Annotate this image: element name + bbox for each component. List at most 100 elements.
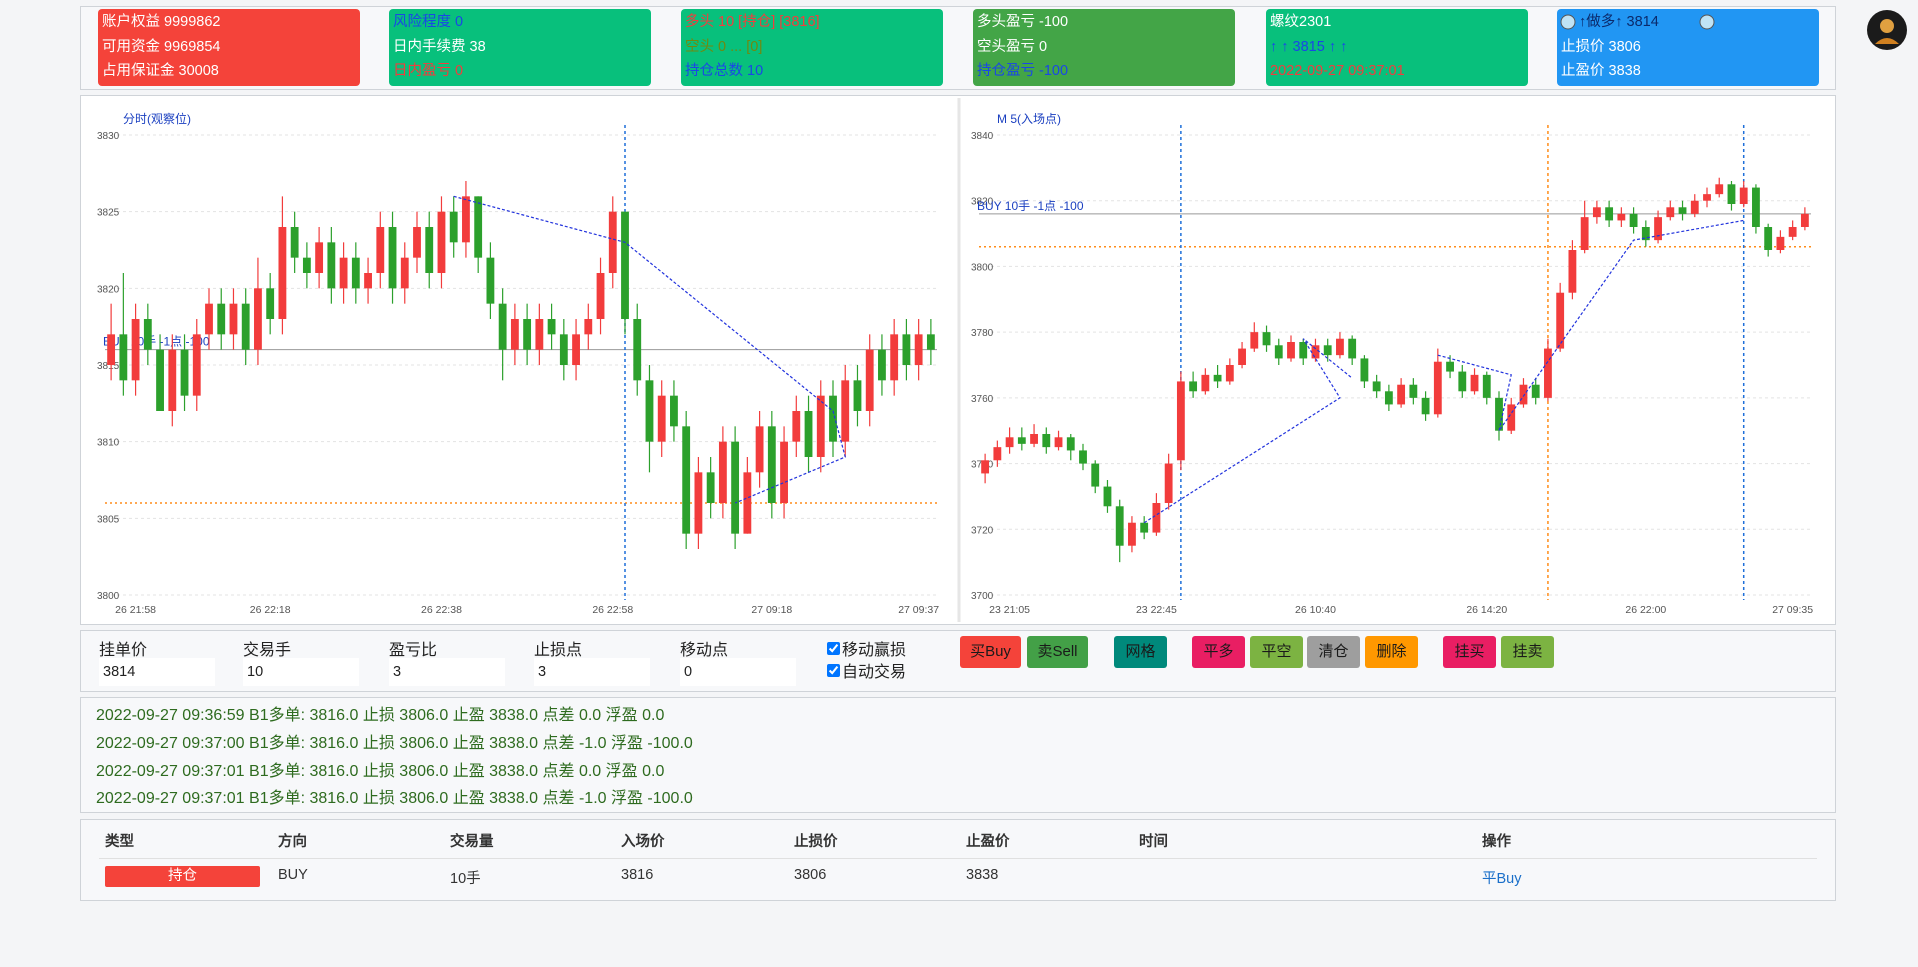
avatar[interactable] (1863, 6, 1911, 54)
info-line: 止损价 3806 (1561, 38, 1641, 55)
x-tick-label: 27 09:35 (1772, 604, 1813, 616)
candle-body (1727, 184, 1736, 204)
table-header: 止盈价 (966, 834, 1010, 850)
candle-body (1482, 374, 1491, 398)
checkbox[interactable]: 自动交易 (827, 658, 906, 682)
y-tick-label: 3780 (971, 328, 994, 339)
candle-body (1066, 437, 1075, 451)
status-badge: 持仓 (105, 866, 260, 887)
candle-body (1470, 374, 1479, 392)
info-line: 止盈价 3838 (1561, 63, 1641, 79)
checkbox[interactable]: 移动赢损 (827, 636, 906, 660)
candle-body (1641, 227, 1650, 241)
candle-body (682, 426, 691, 534)
position-table (80, 819, 1836, 901)
x-tick-label: 27 09:18 (751, 604, 792, 616)
candle-body (572, 334, 580, 365)
candle-body (1592, 207, 1601, 218)
field-label: 移动点 (680, 642, 729, 659)
candle-body (926, 334, 935, 350)
candle-body (731, 441, 740, 534)
candle-body (156, 349, 164, 411)
candle-body (694, 472, 703, 534)
position-label: BUY 10手 -1点 -100 (103, 335, 210, 349)
x-tick-label: 26 14:20 (1466, 604, 1507, 616)
position-label: BUY 10手 -1点 -100 (977, 199, 1084, 213)
close-link[interactable]: 平Buy (1482, 871, 1522, 887)
candle-body (315, 242, 324, 273)
button[interactable]: 买Buy (960, 636, 1021, 668)
candle-body (1666, 207, 1675, 218)
avatar-body (1875, 38, 1899, 44)
x-tick-label: 26 21:58 (115, 604, 156, 616)
button[interactable]: 网格 (1114, 636, 1167, 668)
candle-body (364, 273, 372, 289)
candle-body (1323, 345, 1332, 356)
table-header: 时间 (1139, 834, 1168, 850)
y-tick-label: 3830 (97, 131, 120, 142)
avatar-face (1880, 19, 1894, 33)
candle-body (437, 211, 446, 273)
candle-body (1152, 503, 1161, 533)
candle-body (596, 273, 605, 319)
button[interactable]: 卖Sell (1027, 636, 1088, 668)
field-input[interactable] (389, 658, 505, 686)
y-tick-label: 3820 (971, 197, 994, 208)
candle-body (254, 288, 262, 350)
candle-body (1678, 207, 1687, 214)
candle-body (608, 211, 617, 273)
candle-body (1360, 358, 1369, 382)
field-input[interactable] (680, 658, 796, 686)
candle-body (241, 303, 250, 350)
field-label: 挂单价 (99, 642, 148, 659)
candle-body (1372, 381, 1381, 392)
table-cell: 10手 (450, 871, 481, 887)
info-line: 占用保证金 30008 (102, 63, 219, 79)
candle-body (1752, 187, 1760, 227)
y-tick-label: 3825 (97, 208, 120, 219)
info-line: ↑做多↑ 3814 (1579, 14, 1659, 30)
info-line: ↑ ↑ 3815 ↑ ↑ (1270, 38, 1348, 55)
info-box: ↑做多↑ 3814 止损价 3806 止盈价 3838 (1557, 9, 1819, 86)
candle-body (1287, 342, 1295, 359)
candle-body (804, 411, 813, 457)
y-tick-label: 3810 (97, 438, 120, 449)
field-input[interactable] (243, 658, 359, 686)
candle-body (1458, 371, 1467, 392)
candle-body (829, 395, 837, 442)
button[interactable]: 挂卖 (1501, 636, 1554, 668)
log-line: 2022-09-27 09:37:01 B1多单: 3816.0 止损 3806… (96, 790, 693, 808)
info-line: 螺纹2301 (1270, 14, 1332, 30)
button[interactable]: 平空 (1250, 636, 1303, 668)
candle-body (559, 334, 568, 365)
button[interactable]: 清仓 (1307, 636, 1360, 668)
field-input[interactable] (534, 658, 650, 686)
candle-body (1005, 437, 1014, 448)
field-input[interactable] (99, 658, 215, 686)
info-line: 风险程度 0 (393, 14, 464, 30)
candle-body (376, 227, 385, 273)
candle-body (1409, 384, 1418, 398)
button[interactable]: 挂买 (1443, 636, 1496, 668)
candle-body (1262, 332, 1271, 346)
candle-body (645, 380, 654, 442)
candle-body (1103, 486, 1112, 507)
checkbox-input[interactable] (827, 641, 840, 655)
log-line: 2022-09-27 09:36:59 B1多单: 3816.0 止损 3806… (96, 707, 665, 724)
info-line: 可用资金 9969854 (102, 38, 221, 55)
table-cell: 3806 (794, 867, 827, 883)
candle-body (1128, 522, 1136, 546)
button[interactable]: 平多 (1192, 636, 1245, 668)
candle-body (1715, 184, 1724, 195)
table-separator (99, 858, 1817, 859)
candle-body (266, 288, 275, 319)
y-tick-label: 3805 (97, 514, 120, 525)
checkbox-input[interactable] (827, 663, 840, 677)
log-line: 2022-09-27 09:37:00 B1多单: 3816.0 止损 3806… (96, 734, 693, 752)
candle-body (1225, 365, 1234, 382)
candle-body (327, 242, 336, 289)
button[interactable]: 删除 (1365, 636, 1418, 668)
info-box: 账户权益 9999862 可用资金 9969854 占用保证金 30008 (98, 9, 360, 86)
table-cell: BUY (278, 867, 308, 883)
candle-body (1091, 463, 1100, 487)
